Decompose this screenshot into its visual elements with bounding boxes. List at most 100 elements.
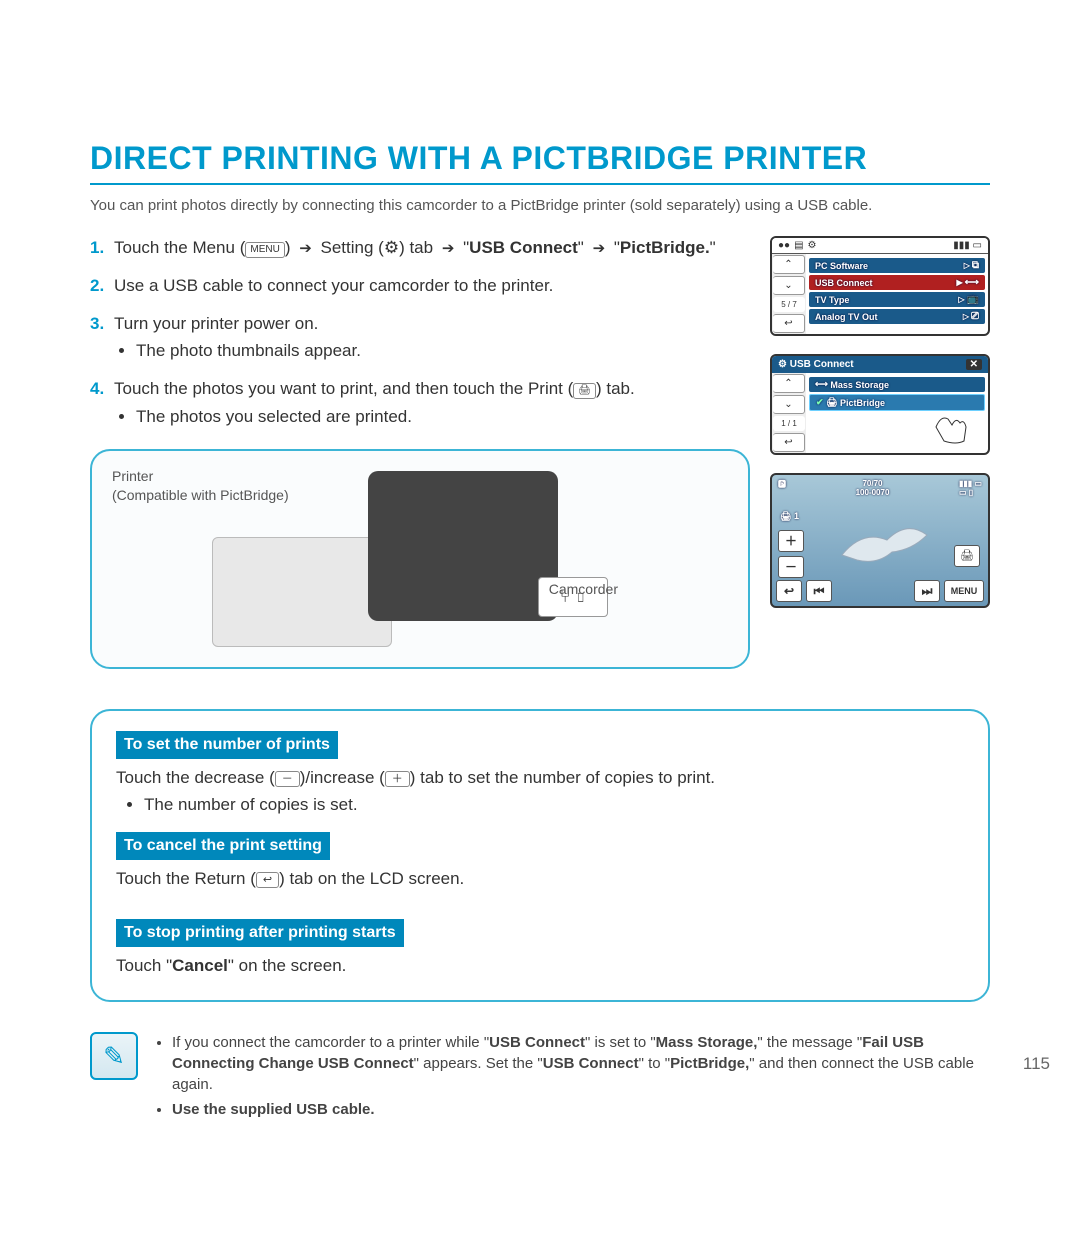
step3-text: Turn your printer power on. bbox=[114, 314, 318, 333]
arrow-icon: ➔ bbox=[299, 238, 312, 259]
menu-label: USB Connect bbox=[815, 278, 957, 288]
step-1: Touch the Menu (MENU) ➔ Setting (⚙) tab … bbox=[90, 236, 750, 260]
increase-copies-button[interactable]: ＋ bbox=[778, 530, 804, 552]
gear-icon: ⚙ bbox=[808, 240, 817, 251]
step4-sub: The photos you selected are printed. bbox=[136, 405, 750, 429]
printer-icon: 🖨 bbox=[826, 397, 837, 408]
menu-label: PC Software bbox=[815, 261, 964, 271]
note-1: If you connect the camcorder to a printe… bbox=[172, 1032, 990, 1095]
photo-thumbnail bbox=[832, 510, 942, 580]
page-indicator: 1 / 1 bbox=[773, 416, 805, 431]
connection-diagram: Printer (Compatible with PictBridge) ⑂ ▯… bbox=[90, 449, 750, 669]
list-icon: ▤ bbox=[794, 240, 803, 251]
menu-button[interactable]: MENU bbox=[944, 580, 984, 602]
step4-text-b: ) tab. bbox=[596, 379, 635, 398]
photo-counter: 70/70 bbox=[862, 479, 882, 488]
camcorder-illustration bbox=[368, 471, 558, 621]
menu-screenshot-settings: ●●▤⚙ ▮▮▮ ▭ ⌃ ⌄ 5 / 7 ↩ PC Software▷⧉ USB… bbox=[770, 236, 990, 336]
note-text: " appears. Set the " bbox=[414, 1055, 543, 1072]
info-text: ) tab on the LCD screen. bbox=[279, 869, 464, 888]
info-text: Touch the Return ( bbox=[116, 869, 256, 888]
menu-label: Analog TV Out bbox=[815, 312, 963, 322]
menu-item-tv-type[interactable]: TV Type▷📺 bbox=[809, 292, 985, 307]
steps-list: Touch the Menu (MENU) ➔ Setting (⚙) tab … bbox=[90, 236, 750, 429]
step1-text-b: ) bbox=[285, 238, 295, 257]
usb-connect-label: USB Connect bbox=[469, 238, 578, 257]
note-bold: PictBridge, bbox=[670, 1055, 749, 1072]
step-3: Turn your printer power on. The photo th… bbox=[90, 312, 750, 364]
page-indicator: 5 / 7 bbox=[773, 297, 805, 312]
printer-illustration bbox=[212, 537, 392, 647]
step-4: Touch the photos you want to print, and … bbox=[90, 377, 750, 429]
photo-id: 100-0070 bbox=[856, 488, 890, 497]
chevron-right-icon: ▶ bbox=[957, 278, 963, 287]
step1-text-a: Touch the Menu ( bbox=[114, 238, 245, 257]
battery-icon: ▮▮▮ ▭▭ ▯ bbox=[959, 479, 982, 497]
print-preview-screenshot: 🅿 70/70 100-0070 ▮▮▮ ▭▭ ▯ 🖨 1 ＋ － 🖨 ↩ ⏮ … bbox=[770, 473, 990, 608]
step-2: Use a USB cable to connect your camcorde… bbox=[90, 274, 750, 298]
gear-icon: ⚙ bbox=[778, 359, 787, 370]
menu-item-usb-connect[interactable]: USB Connect▶⟷ bbox=[809, 275, 985, 290]
info-text: Touch " bbox=[116, 956, 172, 975]
up-button[interactable]: ⌃ bbox=[773, 374, 805, 393]
gear-icon: ⚙ bbox=[384, 238, 399, 257]
row-icon: ⎚ bbox=[971, 311, 979, 322]
info-text: ) tab to set the number of copies to pri… bbox=[410, 768, 715, 787]
info-text: " on the screen. bbox=[228, 956, 347, 975]
step1-text-e: " bbox=[458, 238, 469, 257]
heading-cancel-print: To cancel the print setting bbox=[116, 832, 330, 860]
battery-icon: ▮▮▮ ▭ bbox=[953, 240, 982, 251]
next-button[interactable]: ⏭ bbox=[914, 580, 940, 602]
pictbridge-label: PictBridge. bbox=[620, 238, 710, 257]
hand-pointer-illustration bbox=[808, 413, 986, 443]
menu-label: TV Type bbox=[815, 295, 958, 305]
heading-stop-print: To stop printing after printing starts bbox=[116, 919, 404, 947]
decrease-copies-button[interactable]: － bbox=[778, 556, 804, 578]
step4-text-a: Touch the photos you want to print, and … bbox=[114, 379, 573, 398]
info-sub: The number of copies is set. bbox=[144, 792, 964, 818]
menu-item-pc-software[interactable]: PC Software▷⧉ bbox=[809, 258, 985, 273]
print-icon: 🖨 bbox=[573, 383, 596, 399]
print-button[interactable]: 🖨 bbox=[954, 545, 980, 567]
note-2: Use the supplied USB cable. bbox=[172, 1099, 990, 1120]
step3-sub: The photo thumbnails appear. bbox=[136, 339, 750, 363]
back-button[interactable]: ↩ bbox=[776, 580, 802, 602]
row-icon: ⧉ bbox=[972, 260, 979, 271]
chevron-right-icon: ▷ bbox=[964, 261, 970, 270]
chevron-right-icon: ▷ bbox=[963, 312, 969, 321]
note-icon: ✎ bbox=[90, 1032, 138, 1080]
note-text: " is set to " bbox=[585, 1034, 656, 1051]
arrow-icon: ➔ bbox=[442, 238, 455, 259]
cancel-label: Cancel bbox=[172, 956, 228, 975]
info-text: )/increase ( bbox=[300, 768, 385, 787]
step1-text-h: " bbox=[710, 238, 716, 257]
down-button[interactable]: ⌄ bbox=[773, 276, 805, 295]
menu-item-analog-tv-out[interactable]: Analog TV Out▷⎚ bbox=[809, 309, 985, 324]
copies-indicator: 🖨 1 bbox=[780, 511, 799, 522]
note-bold: USB Connect bbox=[489, 1034, 585, 1051]
back-button[interactable]: ↩ bbox=[773, 314, 805, 333]
page-title: DIRECT PRINTING WITH A PICTBRIDGE PRINTE… bbox=[90, 140, 990, 185]
step1-text-f: " bbox=[578, 238, 589, 257]
return-icon: ↩ bbox=[256, 872, 279, 888]
note-text: " to " bbox=[639, 1055, 671, 1072]
prev-button[interactable]: ⏮ bbox=[806, 580, 832, 602]
option-mark-icon: ⟷ bbox=[815, 379, 828, 390]
row-icon: ⟷ bbox=[965, 277, 979, 288]
intro-text: You can print photos directly by connect… bbox=[90, 195, 990, 216]
camcorder-label: Camcorder bbox=[549, 581, 618, 597]
info-box: To set the number of prints Touch the de… bbox=[90, 709, 990, 1003]
option-mass-storage[interactable]: ⟷ Mass Storage bbox=[809, 377, 985, 392]
option-label: Mass Storage bbox=[830, 380, 979, 390]
note-text: If you connect the camcorder to a printe… bbox=[172, 1034, 489, 1051]
up-button[interactable]: ⌃ bbox=[773, 255, 805, 274]
step1-text-d: ) tab bbox=[399, 238, 438, 257]
option-label: PictBridge bbox=[840, 398, 978, 408]
arrow-icon: ➔ bbox=[593, 238, 606, 259]
close-button[interactable]: ✕ bbox=[966, 359, 982, 370]
step1-text-c: Setting ( bbox=[316, 238, 384, 257]
info-text: Touch the decrease ( bbox=[116, 768, 275, 787]
down-button[interactable]: ⌄ bbox=[773, 395, 805, 414]
back-button[interactable]: ↩ bbox=[773, 433, 805, 452]
note-bold: Mass Storage, bbox=[656, 1034, 758, 1051]
